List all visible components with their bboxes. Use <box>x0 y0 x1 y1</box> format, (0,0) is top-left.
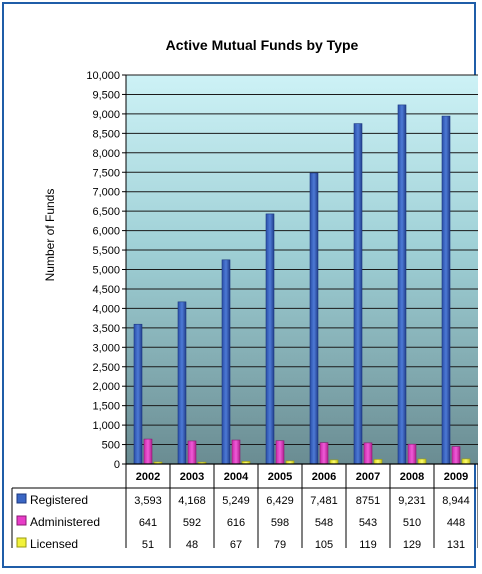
bar-licensed-2006 <box>329 459 339 465</box>
x-tick-label: 2002 <box>136 471 160 483</box>
bar-registered-2007 <box>353 123 363 465</box>
data-label-registered: 9,231 <box>398 495 426 507</box>
y-axis-title: Number of Funds <box>43 189 57 282</box>
chart-svg: Active Mutual Funds by Type Number of Fu… <box>11 37 478 551</box>
bar-registered-2005 <box>265 213 275 465</box>
data-label-administered: 548 <box>315 517 333 529</box>
x-tick-label: 2008 <box>400 471 424 483</box>
data-label-registered: 3,593 <box>134 495 162 507</box>
y-tick-label: 3,000 <box>92 342 120 354</box>
x-tick-label: 2005 <box>268 471 292 483</box>
y-tick-label: 7,500 <box>92 167 120 179</box>
data-label-licensed: 119 <box>359 539 377 551</box>
bar-administered-2002 <box>143 438 153 465</box>
data-label-licensed: 129 <box>403 539 421 551</box>
bar-registered-2006 <box>309 172 319 465</box>
y-tick-label: 1,000 <box>92 420 120 432</box>
bar-administered-2006 <box>319 442 329 465</box>
y-tick-label: 4,500 <box>92 284 120 296</box>
data-label-licensed: 131 <box>447 539 465 551</box>
data-label-licensed: 48 <box>186 539 198 551</box>
chart-title: Active Mutual Funds by Type <box>166 37 359 53</box>
legend-label-administered: Administered <box>30 515 100 529</box>
y-axis-ticks: 0 500 1,000 1,500 2,000 2,500 3,000 3,500 4,000 4… <box>86 70 127 471</box>
y-tick-label: 9,000 <box>92 109 120 121</box>
bar-administered-2009 <box>451 446 461 465</box>
x-tick-label: 2009 <box>444 471 468 483</box>
legend-swatch-administered <box>16 515 27 526</box>
data-label-licensed: 105 <box>315 539 333 551</box>
data-label-administered: 510 <box>403 517 421 529</box>
data-label-licensed: 67 <box>230 539 242 551</box>
bar-administered-2005 <box>275 440 285 465</box>
legend-label-licensed: Licensed <box>30 537 78 551</box>
y-tick-label: 6,000 <box>92 226 120 238</box>
y-tick-label: 6,500 <box>92 206 120 218</box>
x-tick-label: 2006 <box>312 471 336 483</box>
data-label-registered: 6,429 <box>266 495 294 507</box>
x-tick-label: 2004 <box>224 471 249 483</box>
bar-licensed-2008 <box>417 458 427 465</box>
y-tick-label: 8,500 <box>92 128 120 140</box>
y-tick-label: 2,000 <box>92 381 120 393</box>
y-tick-label: 3,500 <box>92 323 120 335</box>
bar-registered-2008 <box>397 104 407 465</box>
bar-licensed-2007 <box>373 459 383 465</box>
data-label-registered: 4,168 <box>178 495 206 507</box>
y-tick-label: 7,000 <box>92 187 120 199</box>
y-tick-label: 1,500 <box>92 401 120 413</box>
data-table: 2002 2003 2004 2005 2006 2007 2008 2009 Register… <box>11 464 478 551</box>
y-tick-label: 5,500 <box>92 245 120 257</box>
data-label-administered: 592 <box>183 517 201 529</box>
data-label-licensed: 51 <box>142 539 154 551</box>
legend-label-registered: Registered <box>30 493 88 507</box>
legend-swatch-licensed <box>16 537 27 548</box>
data-label-registered: 8,944 <box>442 495 470 507</box>
y-tick-label: 4,000 <box>92 303 120 315</box>
bar-registered-2002 <box>133 323 143 465</box>
bars <box>126 104 478 465</box>
data-label-registered: 5,249 <box>222 495 250 507</box>
data-label-administered: 448 <box>447 517 465 529</box>
y-tick-label: 9,500 <box>92 89 120 101</box>
bar-administered-2004 <box>231 439 241 465</box>
data-label-administered: 641 <box>139 517 157 529</box>
x-tick-label: 2007 <box>356 471 380 483</box>
bar-registered-2009 <box>441 115 451 465</box>
data-label-administered: 543 <box>359 517 377 529</box>
bar-registered-2003 <box>177 301 187 465</box>
chart-frame: Active Mutual Funds by Type Number of Fu… <box>2 2 478 568</box>
bar-administered-2003 <box>187 440 197 465</box>
data-label-registered: 8751 <box>356 495 380 507</box>
y-tick-label: 0 <box>114 459 120 471</box>
y-tick-label: 2,500 <box>92 362 120 374</box>
legend-swatch-registered <box>16 493 27 504</box>
bar-licensed-2009 <box>461 458 471 465</box>
y-tick-label: 8,000 <box>92 148 120 160</box>
bar-administered-2007 <box>363 442 373 465</box>
x-tick-label: 2003 <box>180 471 204 483</box>
data-label-licensed: 79 <box>274 539 286 551</box>
data-label-administered: 616 <box>227 517 245 529</box>
y-tick-label: 10,000 <box>86 70 120 82</box>
y-tick-label: 5,000 <box>92 265 120 277</box>
y-tick-label: 500 <box>102 440 120 452</box>
data-label-administered: 598 <box>271 517 289 529</box>
data-label-registered: 7,481 <box>310 495 338 507</box>
bar-administered-2008 <box>407 443 417 465</box>
bar-registered-2004 <box>221 259 231 465</box>
